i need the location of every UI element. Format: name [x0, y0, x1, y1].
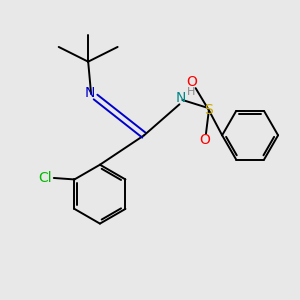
Text: O: O: [186, 75, 197, 89]
Text: N: N: [176, 92, 186, 106]
Text: N: N: [85, 85, 95, 100]
Text: S: S: [205, 103, 213, 117]
Text: O: O: [199, 133, 210, 147]
Text: Cl: Cl: [38, 171, 52, 185]
Text: H: H: [186, 87, 195, 97]
